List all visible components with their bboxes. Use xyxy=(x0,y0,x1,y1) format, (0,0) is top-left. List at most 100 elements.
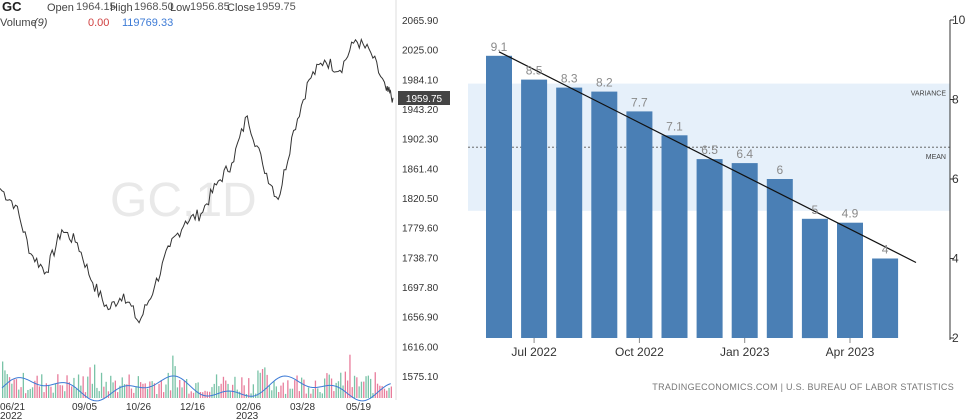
bar xyxy=(731,163,758,338)
volume-bar xyxy=(96,387,98,398)
volume-bar xyxy=(36,375,38,398)
volume-bar xyxy=(243,385,245,398)
volume-bar xyxy=(176,387,179,398)
volume-bar xyxy=(126,384,128,398)
volume-bar xyxy=(130,388,133,398)
volume-bar xyxy=(89,367,91,398)
volume-bar xyxy=(144,383,146,398)
volume-bar xyxy=(273,381,275,398)
volume-bar xyxy=(372,393,374,398)
volume-bar xyxy=(261,369,264,398)
symbol-label: GC xyxy=(2,0,22,14)
time-tick-label: Jan 2023 xyxy=(720,345,770,359)
volume-bar xyxy=(190,391,192,398)
volume-bar xyxy=(206,391,208,398)
volume-bar xyxy=(54,384,57,398)
volume-bar xyxy=(319,392,321,398)
date-tick-label: 09/05 xyxy=(72,402,97,413)
data-labels: 9.1 8.5 8.3 8.2 7.7 7.1 6.5 6.4 6 5 4.9 4 xyxy=(491,40,889,257)
date-tick-label: 06/21 xyxy=(0,402,25,413)
date-tick-year: 2023 xyxy=(236,411,259,419)
price-tick-label: 1616.00 xyxy=(402,342,439,353)
volume-bar xyxy=(374,372,376,398)
value-tick-label: 2 xyxy=(952,331,959,345)
volume-bar xyxy=(229,391,231,398)
volume-bar xyxy=(48,385,50,398)
volume-bar xyxy=(317,388,319,398)
volume-bar xyxy=(133,392,135,398)
volume-bar xyxy=(179,380,181,398)
volume-bar xyxy=(282,382,284,398)
volume-value-down: 0.00 xyxy=(88,17,109,29)
volume-bar xyxy=(121,377,123,398)
volume-bar xyxy=(390,386,392,398)
volume-bar xyxy=(215,374,218,398)
volume-bar xyxy=(386,390,388,398)
volume-bar xyxy=(57,374,59,398)
volume-bar xyxy=(119,385,121,398)
bar xyxy=(872,258,899,338)
volume-bar xyxy=(77,374,80,398)
bar-data-label: 7.1 xyxy=(666,119,683,133)
price-tick-label: 1575.10 xyxy=(402,372,439,383)
volume-bar xyxy=(149,381,151,398)
price-tick-label: 1738.70 xyxy=(402,253,439,264)
variance-label: VARIANCE xyxy=(911,91,947,98)
volume-bar xyxy=(172,355,174,398)
volume-bar xyxy=(103,386,105,398)
volume-bar xyxy=(38,386,41,398)
volume-bar xyxy=(303,379,305,398)
volume-bar xyxy=(257,370,259,398)
value-tick-label: 10 xyxy=(952,13,966,27)
price-line xyxy=(0,37,394,324)
volume-bar xyxy=(163,392,165,398)
volume-bar xyxy=(167,372,169,398)
volume-bar xyxy=(349,354,351,398)
volume-bar xyxy=(123,384,126,398)
volume-bar xyxy=(75,388,77,398)
volume-bar xyxy=(248,378,250,398)
volume-bar xyxy=(321,393,323,398)
date-tick-label: 03/28 xyxy=(290,402,315,413)
volume-bar xyxy=(112,382,114,398)
volume-period: (9) xyxy=(34,17,48,29)
volume-bar xyxy=(20,387,22,398)
bar-data-label: 4 xyxy=(882,243,889,257)
volume-bar xyxy=(337,381,340,398)
volume-bar xyxy=(94,364,96,398)
volume-bar xyxy=(301,377,303,398)
volume-bar xyxy=(61,385,64,398)
price-tick-label: 1902.30 xyxy=(402,135,439,146)
volume-bar xyxy=(307,387,310,398)
volume-bar xyxy=(213,383,215,398)
volume-bar xyxy=(204,390,206,398)
last-price-tag: 1959.75 xyxy=(398,91,450,105)
volume-bar xyxy=(107,391,110,398)
watermark: GC,1D xyxy=(110,174,257,227)
volume-bar xyxy=(289,388,291,398)
volume-bar xyxy=(66,375,68,398)
volume-bar xyxy=(314,380,317,398)
volume-bar xyxy=(91,383,93,398)
inflation-chart-panel: MEAN VARIANCE 9.1 8.5 8.3 8.2 7.7 7.1 6.5 6.4 6 5… xyxy=(468,13,966,392)
bar xyxy=(626,111,653,339)
volume-bar xyxy=(305,393,307,398)
volume-average-line xyxy=(1,375,391,402)
bar-data-label: 5 xyxy=(812,203,819,217)
volume-bar xyxy=(278,392,280,398)
volume-bar xyxy=(27,390,29,398)
volume-bar xyxy=(98,391,100,398)
volume-bar xyxy=(275,386,277,398)
volume-bar xyxy=(238,391,241,398)
volume-bar xyxy=(291,388,294,398)
bar xyxy=(696,159,723,338)
volume-bar xyxy=(211,387,213,398)
volume-bar xyxy=(34,380,36,398)
bar-data-label: 8.3 xyxy=(561,72,578,86)
volume-bar xyxy=(388,387,390,398)
volume-bar xyxy=(381,386,383,398)
volume-bar xyxy=(45,383,47,398)
volume-bars xyxy=(2,354,392,398)
bar-data-label: 8.5 xyxy=(526,64,543,78)
